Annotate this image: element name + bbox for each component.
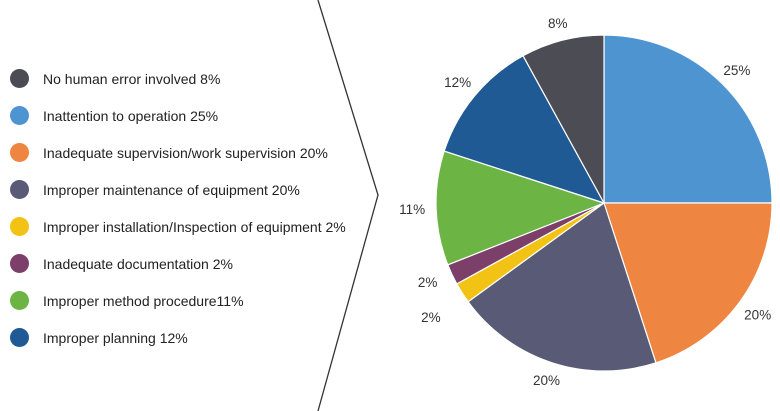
slice-value-label: 11% [399, 202, 425, 217]
slice-value-label: 2% [421, 310, 441, 325]
legend-label: Improper maintenance of equipment 20% [43, 181, 300, 198]
legend-label: Inadequate documentation 2% [43, 255, 233, 272]
legend-label: No human error involved 8% [43, 70, 221, 87]
legend-item: Improper installation/Inspection of equi… [10, 208, 346, 245]
pie-slice [443, 54, 606, 205]
legend-label: Inattention to operation 25% [43, 107, 219, 124]
legend-swatch [10, 180, 29, 199]
legend-label: Improper planning 12% [43, 329, 188, 346]
pie-slice [603, 202, 773, 364]
legend-label: Improper method procedure11% [43, 292, 244, 309]
legend-item: Inadequate documentation 2% [10, 245, 346, 282]
legend-item: Improper method procedure11% [10, 282, 346, 319]
legend-item: Inattention to operation 25% [10, 97, 346, 134]
legend-swatch [10, 328, 29, 347]
slice-value-label: 2% [418, 275, 438, 290]
bracket-divider [317, 0, 379, 411]
pie-slice [467, 202, 657, 372]
legend-swatch [10, 106, 29, 125]
legend-item: Inadequate supervision/work supervision … [10, 134, 346, 171]
slice-value-label: 20% [533, 373, 560, 388]
slice-value-label: 8% [548, 16, 568, 31]
legend-swatch [10, 143, 29, 162]
pie-slice [603, 34, 773, 204]
pie-slice [435, 150, 606, 266]
legend-swatch [10, 217, 29, 236]
pie-slices [435, 34, 773, 372]
legend-item: Improper planning 12% [10, 319, 346, 356]
legend-label: Improper installation/Inspection of equi… [43, 218, 346, 235]
legend-item: Improper maintenance of equipment 20% [10, 171, 346, 208]
legend-swatch [10, 69, 29, 88]
slice-value-label: 12% [444, 75, 471, 90]
pie-value-labels: 25% 20% 20% 2% 2% 11% 12% 8% [399, 16, 771, 388]
slice-value-label: 25% [723, 63, 750, 78]
pie-slice [522, 34, 605, 204]
chart-legend: No human error involved 8% Inattention to… [10, 60, 346, 356]
slice-value-label: 20% [744, 308, 771, 323]
legend-label: Inadequate supervision/work supervision … [43, 144, 328, 161]
legend-item: No human error involved 8% [10, 60, 346, 97]
legend-swatch [10, 291, 29, 310]
legend-swatch [10, 254, 29, 273]
